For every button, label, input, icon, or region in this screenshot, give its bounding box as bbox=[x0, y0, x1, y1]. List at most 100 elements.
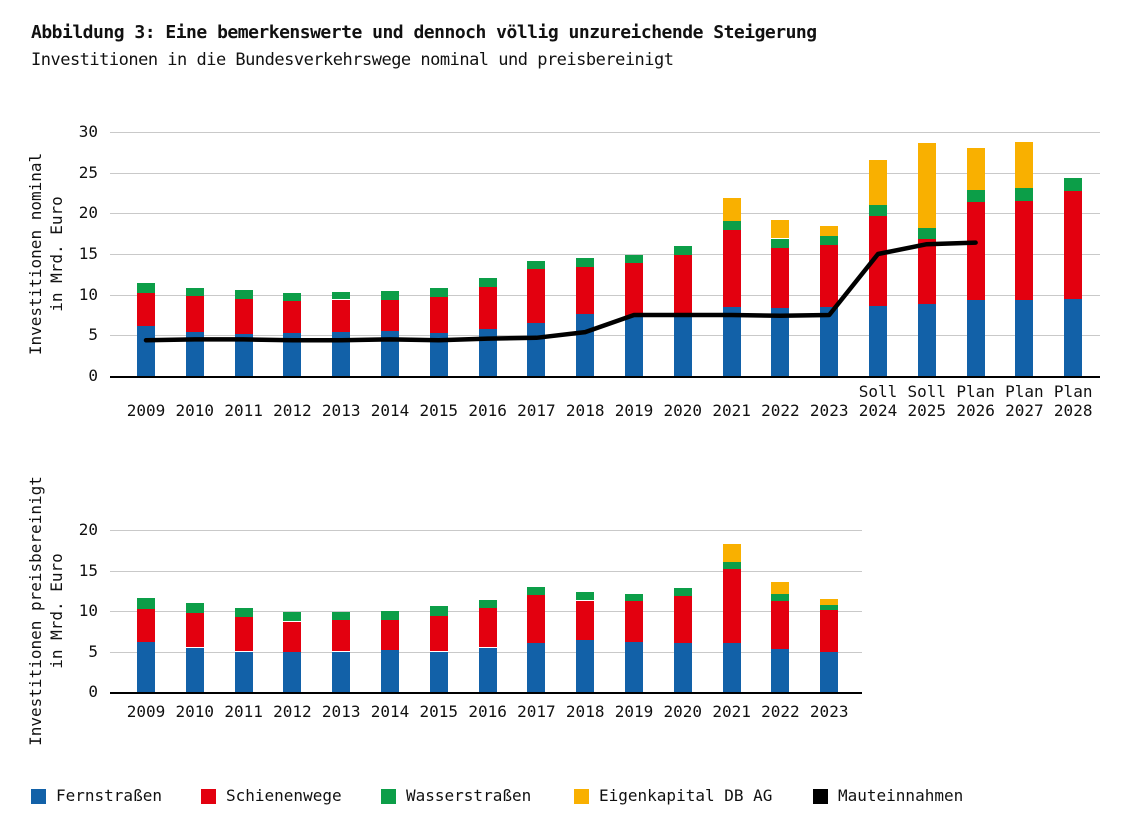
bar-segment bbox=[478, 278, 497, 288]
bar-segment bbox=[478, 328, 497, 376]
x-axis-line bbox=[110, 692, 862, 694]
eigenkapital-db-ag-swatch bbox=[574, 788, 589, 804]
bar-segment bbox=[771, 601, 790, 650]
bar-segment bbox=[869, 306, 887, 376]
bar-segment bbox=[673, 595, 692, 643]
bar-segment bbox=[722, 306, 741, 376]
bar-segment bbox=[1064, 178, 1083, 192]
gridline-25 bbox=[110, 172, 1100, 174]
x-tick-label-2020: 2020 bbox=[663, 702, 703, 721]
bar-segment bbox=[625, 262, 643, 316]
x-tick-label-2025: 2025 bbox=[907, 401, 947, 420]
x-tick-label-2015: 2015 bbox=[419, 401, 459, 420]
bar-segment bbox=[966, 300, 985, 376]
bar-segment bbox=[234, 607, 253, 617]
bar-segment bbox=[283, 621, 302, 652]
figure-title: Abbildung 3: Eine bemerkenswerte und den… bbox=[31, 22, 817, 43]
bar-segment bbox=[234, 289, 253, 299]
x-tick-label-2009: 2009 bbox=[126, 401, 166, 420]
bar-segment bbox=[137, 609, 155, 642]
x-tick-prefix-2025: Soll bbox=[907, 382, 947, 401]
bar-segment bbox=[1015, 300, 1034, 376]
bar-segment bbox=[966, 189, 985, 202]
bar-segment bbox=[771, 248, 790, 308]
bar-segment bbox=[869, 159, 887, 206]
x-tick-label-2019: 2019 bbox=[614, 702, 654, 721]
bar-segment bbox=[820, 236, 839, 245]
bar-segment bbox=[478, 599, 497, 608]
bar-segment bbox=[722, 561, 741, 569]
y-tick-label-10: 10 bbox=[78, 284, 98, 304]
x-tick-label-2022: 2022 bbox=[761, 401, 800, 420]
bar-segment bbox=[722, 197, 741, 221]
bar-segment bbox=[234, 651, 253, 692]
bar-segment bbox=[429, 651, 448, 692]
bar-segment bbox=[381, 649, 399, 692]
figure-subtitle: Investitionen in die Bundesverkehrswege … bbox=[31, 50, 674, 70]
bar-segment bbox=[576, 600, 595, 641]
x-tick-label-2017: 2017 bbox=[517, 401, 556, 420]
x-tick-label-2019: 2019 bbox=[614, 401, 654, 420]
x-tick-label-2010: 2010 bbox=[175, 702, 215, 721]
bar-segment bbox=[673, 587, 692, 596]
bar-segment bbox=[137, 326, 155, 376]
bar-segment bbox=[869, 215, 887, 307]
bar-segment bbox=[185, 647, 204, 692]
x-axis-line bbox=[110, 376, 1100, 378]
bar-segment bbox=[185, 296, 204, 333]
gridline-15 bbox=[110, 570, 862, 572]
bar-segment bbox=[381, 331, 399, 376]
bar-segment bbox=[771, 581, 790, 594]
x-tick-label-2018: 2018 bbox=[565, 702, 605, 721]
x-tick-label-2013: 2013 bbox=[321, 401, 361, 420]
y-tick-label-25: 25 bbox=[78, 162, 98, 182]
bar-segment bbox=[1015, 188, 1034, 202]
bar-segment bbox=[137, 293, 155, 327]
y-tick-label-0: 0 bbox=[88, 366, 98, 385]
bar-segment bbox=[185, 602, 204, 614]
bar-segment bbox=[820, 598, 839, 606]
x-tick-prefix-2027: Plan bbox=[1005, 382, 1044, 401]
bar-segment bbox=[820, 610, 839, 653]
mauteinnahmen-swatch bbox=[813, 788, 828, 804]
legend-item-mauteinnahmen: Mauteinnahmen bbox=[813, 786, 963, 806]
x-tick-label-2011: 2011 bbox=[224, 401, 263, 420]
bar-segment bbox=[527, 594, 546, 644]
bar-segment bbox=[1064, 191, 1083, 299]
bar-segment bbox=[478, 647, 497, 692]
y-tick-label-10: 10 bbox=[78, 601, 98, 620]
bar-segment bbox=[234, 298, 253, 334]
bar-segment bbox=[771, 219, 790, 239]
legend-item-wasserstrassen: Wasserstraßen bbox=[381, 786, 531, 806]
bar-segment bbox=[820, 605, 839, 611]
gridline-20 bbox=[110, 213, 1100, 215]
legend-item-schienenwege: Schienenwege bbox=[201, 786, 342, 806]
legend-item-fernstrassen: Fernstraßen bbox=[31, 786, 162, 806]
legend-label-schienenwege: Schienenwege bbox=[226, 786, 342, 805]
bar-segment bbox=[429, 606, 448, 616]
legend-label-eigenkapital-db-ag: Eigenkapital DB AG bbox=[599, 786, 773, 805]
bar-segment bbox=[625, 594, 643, 602]
bar-segment bbox=[771, 307, 790, 376]
bar-segment bbox=[917, 228, 936, 240]
bar-segment bbox=[527, 643, 546, 692]
bar-segment bbox=[625, 641, 643, 692]
bar-segment bbox=[917, 239, 936, 304]
x-tick-label-2026: 2026 bbox=[956, 401, 995, 420]
x-tick-label-2016: 2016 bbox=[468, 702, 507, 721]
bar-segment bbox=[332, 651, 351, 692]
bar-segment bbox=[381, 291, 399, 301]
bar-segment bbox=[771, 649, 790, 692]
bar-segment bbox=[625, 315, 643, 376]
gridline-15 bbox=[110, 254, 1100, 255]
bar-segment bbox=[429, 297, 448, 333]
x-tick-label-2023: 2023 bbox=[809, 401, 849, 420]
bar-segment bbox=[966, 201, 985, 301]
bar-segment bbox=[381, 300, 399, 332]
gridline-10 bbox=[110, 611, 862, 612]
bar-segment bbox=[234, 333, 253, 376]
bar-segment bbox=[869, 205, 887, 216]
bar-segment bbox=[185, 613, 204, 648]
bar-segment bbox=[673, 254, 692, 315]
